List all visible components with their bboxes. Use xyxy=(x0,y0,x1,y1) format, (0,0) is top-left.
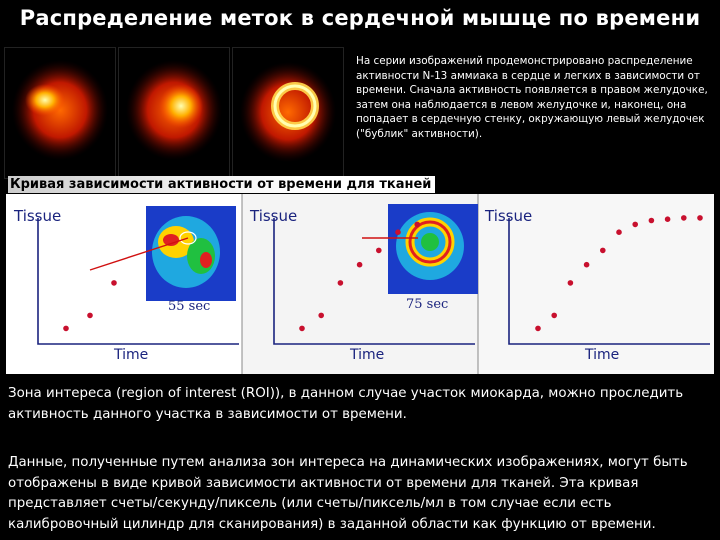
pet-scan-early xyxy=(4,47,116,179)
time-activity-curves: Tissue Time Tissue Time Tissue Time 55 s… xyxy=(6,194,714,374)
axes-group xyxy=(37,218,710,345)
roi-connector-1 xyxy=(89,237,189,271)
data-point-panel-2 xyxy=(318,312,325,319)
axes-panel-3 xyxy=(508,218,710,345)
data-point-panel-2 xyxy=(356,261,363,268)
description-text: На серии изображений продемонстрировано … xyxy=(356,55,708,140)
data-point-panel-3 xyxy=(697,215,703,221)
data-point-panel-3 xyxy=(648,217,655,224)
data-points-group xyxy=(63,215,703,332)
axes-panel-1 xyxy=(37,218,239,345)
data-point-panel-3 xyxy=(681,215,687,221)
x-axis-label-2: Time xyxy=(349,347,384,363)
inset-time-label-1: 55 sec xyxy=(168,299,210,314)
data-point-panel-3 xyxy=(535,325,541,332)
data-point-panel-2 xyxy=(414,221,421,228)
data-point-panel-1 xyxy=(63,325,69,332)
data-point-panel-3 xyxy=(664,216,671,222)
x-axis-label-3: Time xyxy=(584,347,619,363)
data-point-panel-1 xyxy=(87,312,93,319)
slide-title: Распределение меток в сердечной мышце по… xyxy=(19,6,701,30)
section-title: Кривая зависимости активности от времени… xyxy=(8,176,436,193)
axes-panel-2 xyxy=(273,218,475,345)
roi-inset-1: 55 sec xyxy=(146,206,236,314)
x-axis-label-1: Time xyxy=(113,347,148,363)
y-axis-label-3: Tissue xyxy=(484,207,532,225)
data-point-panel-3 xyxy=(616,229,622,235)
data-point-panel-2 xyxy=(376,247,382,254)
data-point-panel-3 xyxy=(583,261,590,268)
curves-svg: Tissue Time Tissue Time Tissue Time 55 s… xyxy=(6,194,714,374)
paragraph-roi: Зона интереса (region of interest (ROI))… xyxy=(8,386,684,422)
inset-time-label-2: 75 sec xyxy=(406,297,448,312)
data-point-panel-3 xyxy=(567,280,574,286)
data-point-panel-3 xyxy=(551,312,557,319)
roi-inset-2: 75 sec xyxy=(388,204,478,312)
data-point-panel-3 xyxy=(600,247,606,254)
y-axis-label-1: Tissue xyxy=(13,207,61,225)
pet-scan-mid xyxy=(118,47,230,179)
paragraph-curves: Данные, полученные путем анализа зон инт… xyxy=(8,455,688,532)
data-point-panel-2 xyxy=(299,325,305,332)
y-axis-label-2: Tissue xyxy=(249,207,297,225)
data-point-panel-1 xyxy=(111,280,117,286)
data-point-panel-3 xyxy=(632,221,638,228)
data-point-panel-2 xyxy=(395,229,401,235)
data-point-panel-2 xyxy=(337,280,344,286)
pet-scan-late xyxy=(232,47,344,179)
